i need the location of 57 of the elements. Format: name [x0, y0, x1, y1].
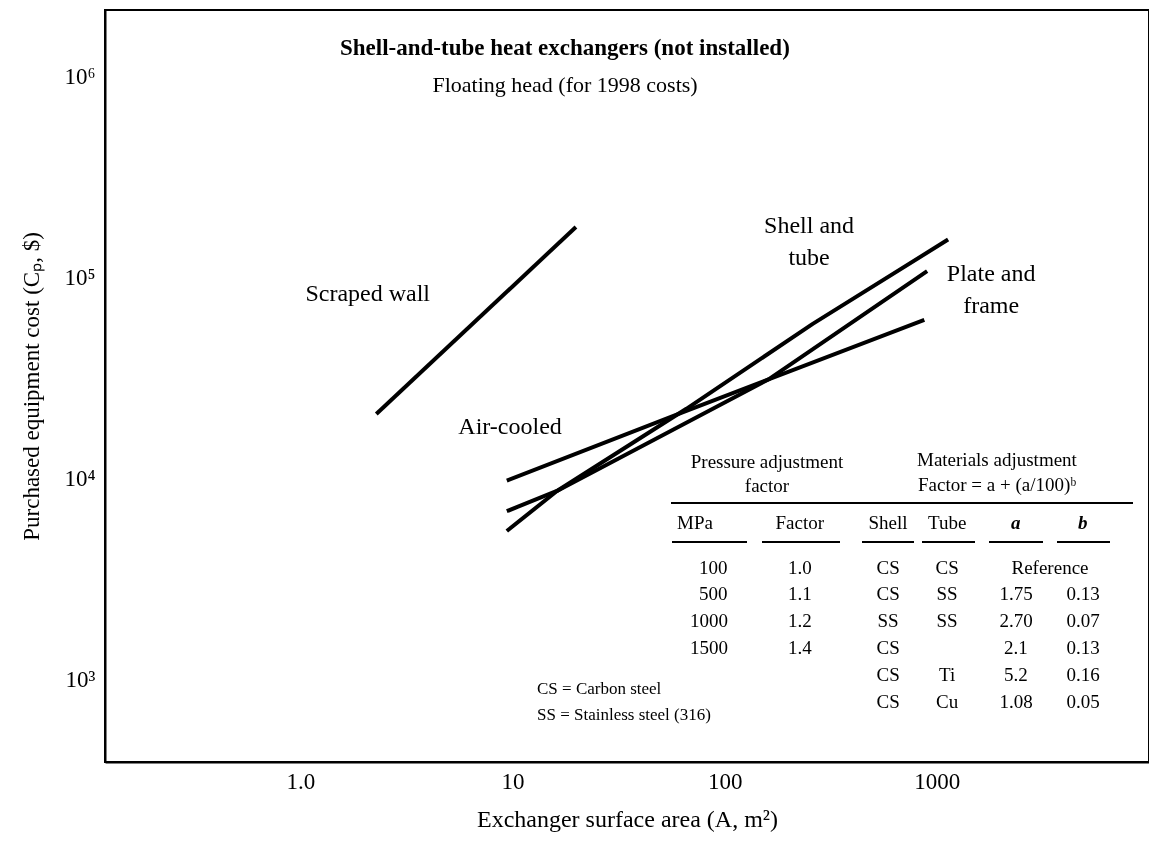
series-label: Scraped wall [305, 279, 431, 308]
x-axis-title: Exchanger surface area (A, m²) [476, 805, 779, 832]
annotation: CS [876, 556, 900, 580]
annotation: CS [876, 663, 900, 687]
annotation: SS = Stainless steel (316) [537, 704, 711, 726]
annotation: 0.05 [1066, 690, 1100, 714]
annotation: CS [935, 556, 959, 580]
annotation: SS [936, 609, 958, 633]
text: Shell-and-tube heat exchangers (not installed) [340, 35, 790, 60]
annotation: SS [936, 582, 958, 606]
annotation: 500 [699, 582, 728, 606]
x-tick-label: 10 [501, 768, 525, 794]
annotation: Reference [1011, 556, 1089, 580]
annotation: Ti [939, 663, 956, 687]
text: Floating head (for 1998 costs) [432, 72, 698, 97]
annotation: 5.2 [1004, 663, 1028, 687]
annotation: a [1011, 511, 1021, 535]
y-tick-label: 10⁶ [64, 64, 96, 90]
series-label: Air-cooled [458, 411, 562, 441]
annotation: 1.08 [999, 690, 1033, 714]
annotation: 0.16 [1066, 663, 1100, 687]
annotation: Factor = a + (a/100)ᵇ [918, 473, 1077, 497]
series-label: Plate and frame [945, 259, 1037, 321]
annotation: 0.13 [1066, 636, 1100, 660]
x-tick-label: 1.0 [286, 768, 316, 794]
annotation: b [1078, 511, 1088, 535]
annotation: 100 [699, 556, 728, 580]
annotation: 1.2 [788, 609, 812, 633]
annotation: SS [877, 609, 899, 633]
annotation: 1000 [690, 609, 728, 633]
annotation: 2.70 [999, 609, 1033, 633]
annotation: Tube [928, 511, 967, 535]
annotation: Pressure adjustment factor [689, 450, 845, 498]
annotation: 1500 [690, 636, 728, 660]
annotation: 0.07 [1066, 609, 1100, 633]
y-tick-label: 10⁴ [64, 466, 96, 492]
x-tick-label: 100 [707, 768, 743, 794]
y-tick-label: 10⁵ [64, 265, 96, 291]
y-axis-title: Purchased equipment cost (Cₚ, $) [19, 232, 46, 541]
annotation: 1.4 [788, 636, 812, 660]
annotation: Materials adjustment [917, 448, 1077, 472]
x-tick-label: 1000 [914, 768, 961, 794]
annotation: 1.1 [788, 582, 812, 606]
annotation: 1.0 [788, 556, 812, 580]
annotation: CS [876, 690, 900, 714]
annotation: Cu [936, 690, 959, 714]
annotation: CS [876, 582, 900, 606]
annotation: 0.13 [1066, 582, 1100, 606]
series-label: Shell and tube [763, 210, 856, 272]
annotation: CS [876, 636, 900, 660]
annotation: CS = Carbon steel [537, 678, 662, 700]
annotation: Factor [775, 511, 825, 535]
annotation: MPa [677, 511, 713, 535]
annotation: Shell [868, 511, 908, 535]
annotation: 2.1 [1004, 636, 1028, 660]
annotation: 1.75 [999, 582, 1033, 606]
y-tick-label: 10³ [65, 667, 96, 693]
